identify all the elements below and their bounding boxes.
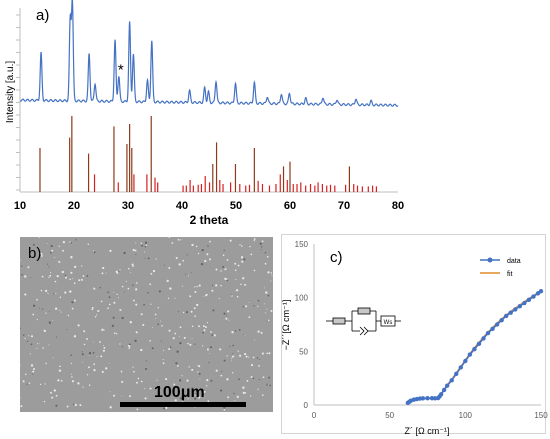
- x-tick-label: 80: [392, 200, 404, 212]
- scale-bar-label: 100μm: [154, 384, 205, 401]
- scale-bar: [120, 402, 246, 407]
- y-tick-marks: [16, 14, 20, 191]
- sem-micrograph: b) 100μm: [20, 237, 273, 412]
- impedance-chart-frame: [281, 234, 546, 434]
- sem-particles: [20, 237, 273, 411]
- x-tick-label: 60: [284, 200, 296, 212]
- x-tick-label: 70: [338, 200, 350, 212]
- x-axis-title: 2 theta: [190, 213, 229, 227]
- impurity-annotation: *: [118, 61, 124, 78]
- x-tick-labels: 10 20 30 40 50 60 70 80: [14, 200, 404, 212]
- x-tick-label: 40: [176, 200, 188, 212]
- x-tick-label: 20: [68, 200, 80, 212]
- reference-lines: [39, 116, 377, 192]
- panel-label-a: a): [36, 7, 49, 24]
- panel-label-b: b): [28, 245, 42, 262]
- x-tick-label: 50: [230, 200, 242, 212]
- x-tick-label: 30: [122, 200, 134, 212]
- y-axis-title: Intensity [a.u.]: [5, 61, 16, 123]
- diffraction-pattern-line: [19, 0, 399, 107]
- xrd-chart: a) 10 20 30 40 50 60 70 80 * Intensity [a.u.] 2…: [5, 0, 404, 227]
- x-tick-label: 10: [14, 200, 26, 212]
